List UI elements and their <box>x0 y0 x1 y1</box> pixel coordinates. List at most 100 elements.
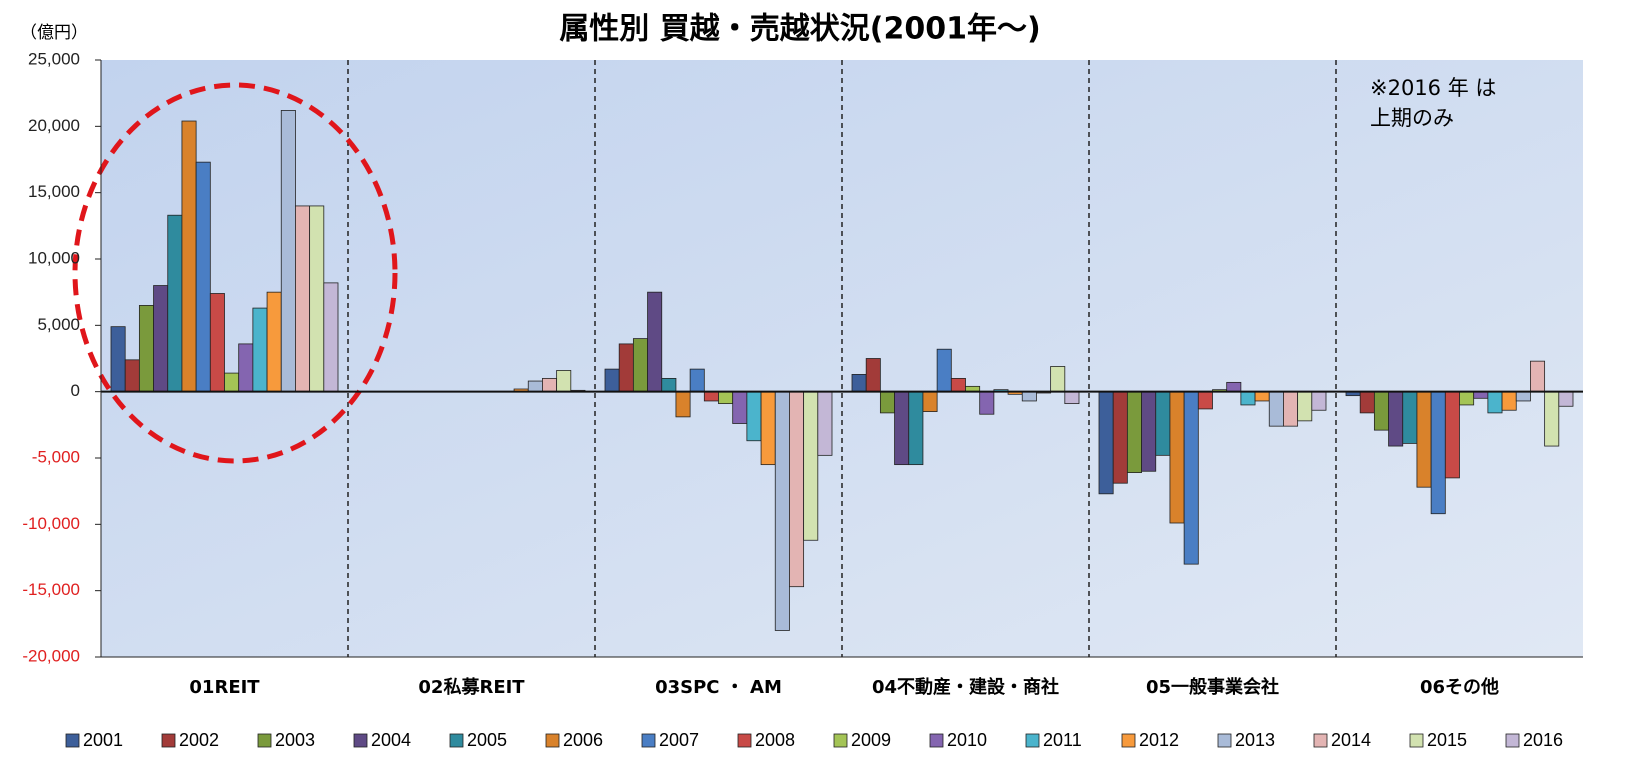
bar <box>1544 391 1560 447</box>
annotation: 上期のみ <box>1370 106 1454 130</box>
legend-swatch <box>1409 733 1424 748</box>
x-tick-label: 02私募REIT <box>418 677 525 698</box>
bar <box>1183 391 1199 565</box>
legend-label: 2013 <box>1235 730 1275 750</box>
bar <box>1459 391 1475 406</box>
bar <box>1530 360 1546 393</box>
bar <box>632 338 648 393</box>
bar <box>527 380 543 393</box>
legend-label: 2004 <box>371 730 411 750</box>
bar <box>774 391 790 631</box>
annotation: ※2016 年 は <box>1370 76 1496 100</box>
legend-swatch <box>1121 733 1136 748</box>
bar <box>1444 391 1460 479</box>
bar <box>618 343 634 393</box>
bar <box>647 291 663 393</box>
x-tick-label: 03SPC ・ AM <box>655 677 782 698</box>
bar <box>950 377 966 393</box>
bar <box>1226 381 1242 393</box>
bar <box>323 282 339 393</box>
bar <box>238 343 254 393</box>
y-tick-label: 5,000 <box>37 315 80 334</box>
legend-label: 2006 <box>563 730 603 750</box>
bar <box>1268 391 1284 427</box>
bar <box>803 391 819 541</box>
bar <box>167 214 183 393</box>
bar <box>746 391 762 442</box>
bar <box>1126 391 1142 473</box>
bar <box>110 326 126 393</box>
legend-label: 2002 <box>179 730 219 750</box>
bar <box>1388 391 1404 447</box>
legend-label: 2008 <box>755 730 795 750</box>
bar <box>1283 391 1299 427</box>
bar <box>661 377 677 393</box>
bar <box>1169 391 1185 524</box>
x-tick-label: 01REIT <box>189 677 260 698</box>
bar <box>1112 391 1128 484</box>
legend-swatch <box>833 733 848 748</box>
bar <box>224 372 240 393</box>
bar <box>760 391 776 466</box>
x-tick-label: 06その他 <box>1420 676 1499 698</box>
bar <box>1402 391 1418 444</box>
bar <box>732 391 748 424</box>
bar <box>1021 391 1037 402</box>
bar <box>851 374 867 393</box>
y-tick-label: -20,000 <box>22 646 80 665</box>
y-tick-label: 20,000 <box>28 116 80 135</box>
bar <box>1515 391 1531 402</box>
legend-swatch <box>641 733 656 748</box>
bar <box>789 391 805 588</box>
legend-swatch <box>1025 733 1040 748</box>
legend-swatch <box>1217 733 1232 748</box>
bar <box>817 391 833 456</box>
bar <box>1416 391 1432 488</box>
bar <box>124 359 140 393</box>
legend-label: 2001 <box>83 730 123 750</box>
bar <box>1430 391 1446 515</box>
bar <box>252 307 268 393</box>
bar <box>309 205 325 393</box>
bar <box>1064 391 1080 405</box>
bar <box>195 161 211 393</box>
bar <box>1254 391 1270 402</box>
legend-label: 2009 <box>851 730 891 750</box>
legend-label: 2016 <box>1523 730 1563 750</box>
bar <box>266 291 282 393</box>
bar <box>209 293 225 393</box>
bar <box>556 370 572 393</box>
bar <box>1558 391 1574 407</box>
legend-swatch <box>353 733 368 748</box>
bar <box>718 391 734 405</box>
legend-label: 2003 <box>275 730 315 750</box>
legend-label: 2011 <box>1043 730 1082 750</box>
bar <box>1373 391 1389 431</box>
bar <box>1141 391 1157 472</box>
bar <box>1359 391 1375 414</box>
bar <box>1155 391 1171 456</box>
bar <box>1297 391 1313 422</box>
y-tick-label: -15,000 <box>22 580 80 599</box>
legend-swatch <box>65 733 80 748</box>
bar <box>936 348 952 393</box>
legend-label: 2005 <box>467 730 507 750</box>
bar <box>1098 391 1114 495</box>
bar <box>181 120 197 393</box>
bar <box>604 368 620 393</box>
bar <box>280 110 296 393</box>
bar <box>542 377 558 393</box>
bar <box>689 368 705 393</box>
separators <box>347 60 1337 657</box>
highlight-ellipse <box>72 82 398 464</box>
bar <box>1240 391 1256 406</box>
y-tick-label: 15,000 <box>28 182 80 201</box>
bar <box>1197 391 1213 410</box>
bar <box>675 391 691 418</box>
y-tick-label: 25,000 <box>28 49 80 68</box>
legend-swatch <box>929 733 944 748</box>
bar <box>908 391 924 466</box>
bar <box>1487 391 1503 414</box>
bar <box>1501 391 1517 411</box>
